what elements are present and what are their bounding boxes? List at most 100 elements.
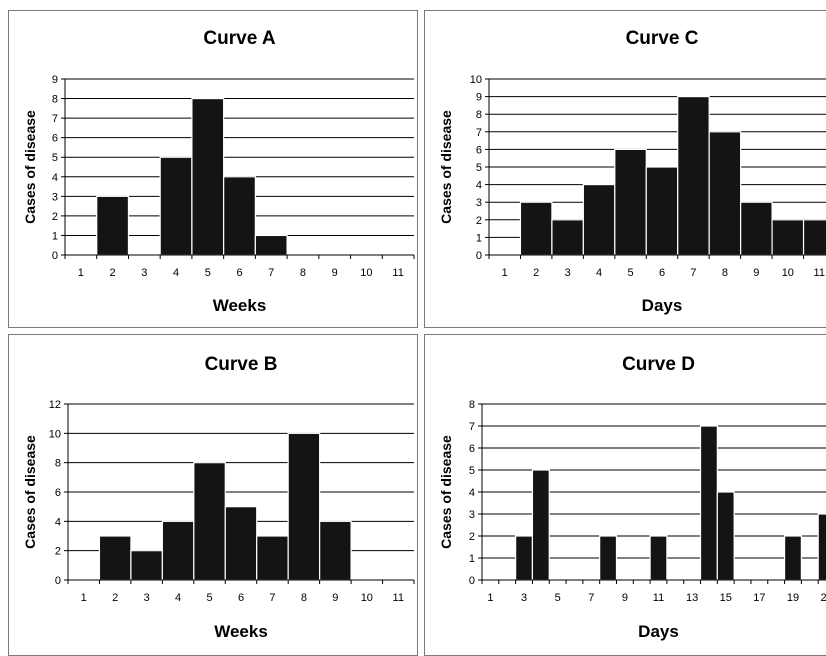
x-axis-label: Weeks: [214, 622, 268, 641]
bar: [519, 201, 553, 256]
bar: [531, 469, 550, 581]
x-tick-label: 7: [268, 267, 274, 279]
y-tick-label: 5: [476, 162, 482, 174]
x-tick-label: 4: [175, 592, 181, 604]
x-tick-label: 3: [144, 592, 150, 604]
y-axis-label: Cases of disease: [438, 435, 454, 549]
chart-svg-curve-a: Curve A Weeks Cases of disease 0 1 2 3 4 5 6 7 8…: [22, 28, 415, 315]
y-tick-label: 8: [52, 94, 58, 106]
x-tick-label: 11: [653, 592, 664, 604]
y-tick-label: 3: [469, 509, 475, 521]
y-tick-label: 0: [52, 250, 58, 262]
x-tick-label: 9: [622, 592, 628, 604]
bar: [256, 535, 289, 581]
x-tick-label: 5: [206, 592, 212, 604]
x-tick-label: 5: [555, 592, 561, 604]
x-tick-label: 2: [110, 267, 116, 279]
bar: [551, 219, 584, 256]
x-tick-label: 3: [565, 267, 571, 279]
bar: [771, 219, 805, 256]
x-tick-label: 13: [686, 592, 698, 604]
x-tick-label: 19: [787, 592, 799, 604]
y-tick-label: 3: [476, 197, 482, 209]
x-tick-label: 2: [112, 592, 118, 604]
x-tick-label: 2: [533, 267, 539, 279]
bar: [161, 520, 195, 581]
y-tick-label: 3: [52, 191, 58, 203]
x-tick-label: 7: [690, 267, 696, 279]
y-tick-label: 10: [470, 74, 482, 86]
x-tick-label: 17: [753, 592, 765, 604]
bar: [96, 195, 130, 256]
y-tick-label: 10: [49, 428, 61, 440]
chart-title: Curve B: [205, 354, 278, 375]
bar: [677, 95, 710, 256]
y-tick-label: 12: [49, 399, 61, 411]
x-tick-label: 11: [393, 592, 404, 604]
y-tick-label: 9: [476, 92, 482, 104]
bar: [193, 462, 226, 581]
y-axis-label: Cases of disease: [438, 110, 454, 224]
x-tick-label: 3: [141, 267, 147, 279]
chart-svg-curve-b: Curve B Weeks Cases of disease 0 2 4 6 8 10 12…: [22, 354, 415, 641]
y-tick-label: 0: [55, 575, 61, 587]
chart-svg-curve-c: Curve C Days Cases of disease 0 1 2 3 4 5 6 7 8 9…: [438, 28, 826, 315]
x-tick-label: 4: [596, 267, 602, 279]
x-tick-label: 10: [782, 267, 794, 279]
bar: [716, 491, 735, 581]
x-tick-label: 10: [361, 592, 373, 604]
y-tick-label: 2: [476, 215, 482, 227]
y-tick-label: 6: [55, 487, 61, 499]
x-tick-label: 6: [236, 267, 242, 279]
y-tick-label: 5: [469, 465, 475, 477]
bar: [515, 535, 534, 581]
x-tick-label: 1: [78, 267, 84, 279]
bar: [191, 97, 225, 256]
x-tick-label: 21: [820, 592, 826, 604]
bar: [645, 166, 679, 256]
chart-panel-curve-a: Curve A Weeks Cases of disease 0 1 2 3 4 5 6 7 8…: [8, 10, 418, 328]
y-tick-label: 4: [469, 487, 475, 499]
y-tick-label: 8: [55, 458, 61, 470]
y-tick-label: 4: [52, 172, 58, 184]
bar: [802, 219, 826, 256]
y-tick-label: 0: [469, 575, 475, 587]
chart-title: Curve C: [626, 28, 699, 49]
x-axis-label: Days: [642, 296, 683, 315]
chart-panel-curve-c: Curve C Days Cases of disease 0 1 2 3 4 5 6 7 8 9…: [424, 10, 826, 328]
y-tick-label: 1: [469, 553, 475, 565]
x-tick-label: 1: [502, 267, 508, 279]
y-tick-label: 6: [476, 144, 482, 156]
x-tick-label: 3: [521, 592, 527, 604]
y-tick-label: 8: [469, 399, 475, 411]
y-tick-label: 4: [55, 516, 61, 528]
y-tick-label: 8: [476, 109, 482, 121]
y-tick-label: 7: [469, 421, 475, 433]
bar: [223, 176, 256, 256]
y-axis-label: Cases of disease: [22, 435, 38, 549]
bar: [130, 550, 163, 581]
bar: [98, 535, 132, 581]
x-tick-label: 15: [720, 592, 732, 604]
x-tick-label: 4: [173, 267, 179, 279]
y-tick-label: 0: [476, 250, 482, 262]
bar: [287, 432, 321, 581]
bar: [783, 535, 802, 581]
bar: [708, 131, 742, 256]
x-tick-label: 1: [487, 592, 493, 604]
chart-title: Curve D: [622, 354, 695, 375]
x-tick-label: 9: [753, 267, 759, 279]
y-tick-label: 9: [52, 74, 58, 86]
chart-svg-curve-d: Curve D Days Cases of disease 0123456781…: [438, 354, 826, 641]
y-tick-label: 2: [52, 211, 58, 223]
x-tick-label: 7: [269, 592, 275, 604]
bar: [614, 148, 647, 256]
x-tick-label: 10: [360, 267, 372, 279]
y-tick-label: 7: [52, 113, 58, 125]
bar: [159, 156, 193, 256]
y-axis-label: Cases of disease: [22, 110, 38, 224]
x-tick-label: 11: [814, 267, 825, 279]
x-tick-label: 1: [81, 592, 87, 604]
y-tick-label: 6: [52, 133, 58, 145]
